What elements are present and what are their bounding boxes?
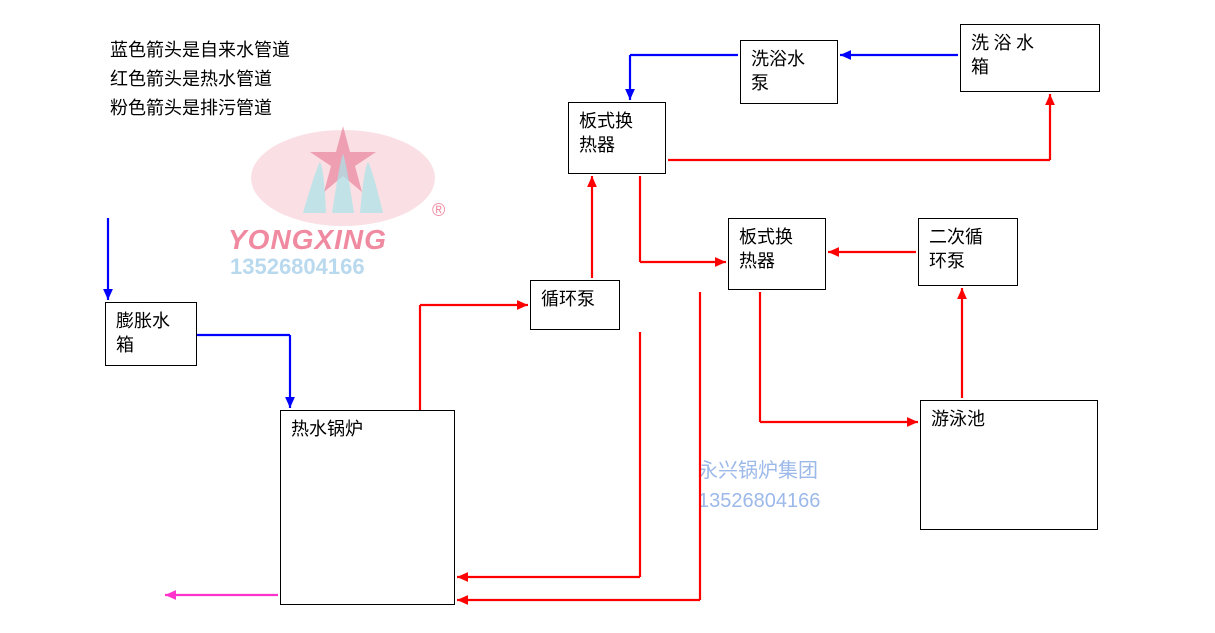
watermark-phone-top: 13526804166 xyxy=(230,254,365,280)
node-circ-pump: 循环泵 xyxy=(530,280,620,330)
legend-line-cold: 蓝色箭头是自来水管道 xyxy=(110,36,290,65)
node-label: 热水锅炉 xyxy=(291,419,363,439)
node-label: 板式换热器 xyxy=(579,111,633,155)
node-label: 循环泵 xyxy=(541,289,595,309)
node-boiler: 热水锅炉 xyxy=(280,410,455,605)
node-label: 游泳池 xyxy=(931,409,985,429)
watermark-reg: ® xyxy=(432,200,445,221)
node-sec-circ-pump: 二次循环泵 xyxy=(918,218,1018,286)
node-bath-pump: 洗浴水泵 xyxy=(740,40,838,104)
node-label: 膨胀水箱 xyxy=(116,311,170,355)
watermark-brand: YONGXING xyxy=(228,224,387,256)
legend-line-hot: 红色箭头是热水管道 xyxy=(110,65,290,94)
legend-line-drain: 粉色箭头是排污管道 xyxy=(110,94,290,123)
legend: 蓝色箭头是自来水管道 红色箭头是热水管道 粉色箭头是排污管道 xyxy=(110,36,290,122)
node-bath-tank: 洗 浴 水箱 xyxy=(960,24,1100,92)
node-label: 板式换热器 xyxy=(739,227,793,271)
node-plate-hx-mid: 板式换热器 xyxy=(728,218,826,290)
node-label: 二次循环泵 xyxy=(929,227,983,271)
node-plate-hx-top: 板式换热器 xyxy=(568,102,666,174)
watermark-phone-bottom: 13526804166 xyxy=(698,490,820,513)
watermark-company: 永兴锅炉集团 xyxy=(698,454,818,483)
node-expansion-tank: 膨胀水箱 xyxy=(105,302,197,366)
watermark-logo xyxy=(248,118,438,228)
node-label: 洗浴水泵 xyxy=(751,49,805,93)
node-pool: 游泳池 xyxy=(920,400,1098,530)
node-label: 洗 浴 水箱 xyxy=(971,33,1034,77)
